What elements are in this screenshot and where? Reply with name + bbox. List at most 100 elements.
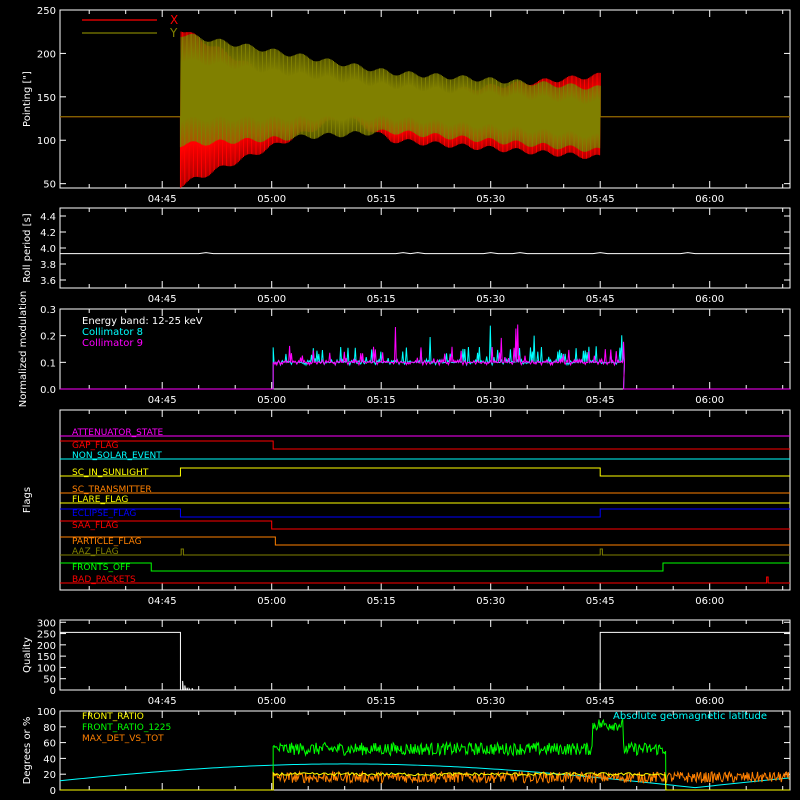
- time-tick-label: 04:45: [148, 294, 177, 305]
- flag-label: FRONTS_OFF: [72, 563, 130, 573]
- plot-frame-6: [59, 710, 791, 791]
- flag-label: SC_IN_SUNLIGHT: [72, 468, 149, 478]
- y-tick-label: 80: [43, 723, 56, 734]
- time-tick-label: 04:45: [148, 395, 177, 406]
- time-tick-label: 05:30: [476, 596, 505, 607]
- series-line-collimator-8: [60, 325, 790, 390]
- y-tick-label: 300: [37, 618, 56, 629]
- y-tick-label: 40: [43, 754, 56, 765]
- flag-label: FLARE_FLAG: [72, 495, 128, 505]
- y-tick-label: 200: [37, 641, 56, 652]
- y-tick-label: 250: [37, 630, 56, 641]
- time-tick-label: 05:00: [257, 294, 286, 305]
- y-tick-label: 0.2: [40, 332, 56, 343]
- flag-line-sc_in_sunlight: [60, 467, 790, 477]
- y-tick-label: 150: [37, 652, 56, 663]
- annotation-energy-band: Energy band: 12-25 keV: [82, 316, 203, 327]
- plot-frame-1: [59, 9, 791, 189]
- legend-label: Y: [169, 26, 178, 40]
- time-tick-label: 05:15: [367, 596, 396, 607]
- series-line-max-det-vs-tot: [60, 770, 790, 791]
- time-tick-label: 05:45: [586, 194, 615, 205]
- time-tick-label: 05:15: [367, 194, 396, 205]
- y-tick-label: 250: [37, 6, 56, 17]
- y-tick-label: 3.6: [40, 276, 56, 287]
- time-tick-label: 06:00: [695, 194, 724, 205]
- time-tick-label: 05:30: [476, 696, 505, 707]
- time-tick-label: 05:00: [257, 596, 286, 607]
- time-tick-label: 05:15: [367, 395, 396, 406]
- flag-label: SAA_FLAG: [72, 521, 118, 531]
- y-tick-label: 4.0: [40, 244, 56, 255]
- flag-line-aaz_flag: [60, 548, 790, 556]
- y-axis-label: Roll period [s]: [22, 213, 33, 282]
- time-tick-label: 04:45: [148, 596, 177, 607]
- time-tick-label: 05:00: [257, 395, 286, 406]
- flag-line-particle_flag: [60, 536, 790, 546]
- time-tick-label: 06:00: [695, 696, 724, 707]
- series-line-front-ratio-1225: [60, 718, 790, 791]
- time-tick-label: 05:30: [476, 395, 505, 406]
- time-tick-label: 05:00: [257, 194, 286, 205]
- flag-line-fronts_off: [60, 562, 790, 572]
- y-tick-label: 4.2: [40, 228, 56, 239]
- plot-frame-2: [59, 207, 791, 289]
- y-tick-label: 3.8: [40, 260, 56, 271]
- y-tick-label: 0: [50, 686, 56, 697]
- y-tick-label: 0.3: [40, 305, 56, 316]
- time-tick-label: 05:45: [586, 696, 615, 707]
- time-tick-label: 05:15: [367, 294, 396, 305]
- legend-label: FRONT_RATIO_1225: [82, 723, 171, 733]
- plot-frame-3: [59, 308, 791, 390]
- legend-label: Absolute geomagnetic latitude: [613, 711, 767, 722]
- y-tick-label: 20: [43, 770, 56, 781]
- legend-label: X: [170, 13, 178, 27]
- flag-label: ATTENUATOR_STATE: [72, 428, 164, 438]
- flag-label: GAP_FLAG: [72, 441, 118, 451]
- flag-label: NON_SOLAR_EVENT: [72, 451, 162, 461]
- y-axis-label: Degrees or %: [22, 717, 33, 785]
- time-tick-label: 05:30: [476, 194, 505, 205]
- plot-frame-4: [59, 409, 791, 591]
- flag-label: SC_TRANSMITTER: [72, 485, 152, 495]
- flag-label: PARTICLE_FLAG: [72, 537, 142, 547]
- flag-line-eclipse_flag: [60, 508, 790, 518]
- y-tick-label: 0.0: [40, 385, 56, 396]
- y-axis-label: Flags: [22, 487, 33, 513]
- y-tick-label: 50: [43, 180, 56, 191]
- y-tick-label: 200: [37, 49, 56, 60]
- series-line-y: [60, 33, 790, 152]
- time-tick-label: 05:45: [586, 294, 615, 305]
- time-tick-label: 04:45: [148, 696, 177, 707]
- legend-label: Collimator 9: [82, 338, 143, 349]
- y-tick-label: 0: [50, 786, 56, 797]
- time-tick-label: 05:15: [367, 696, 396, 707]
- flag-label: AAZ_FLAG: [72, 547, 119, 557]
- legend-label: Collimator 8: [82, 327, 143, 338]
- legend-label: MAX_DET_VS_TOT: [82, 734, 164, 744]
- y-tick-label: 60: [43, 739, 56, 750]
- y-tick-label: 100: [37, 663, 56, 674]
- flag-label: ECLIPSE_FLAG: [72, 509, 136, 519]
- y-axis-label: Pointing ["]: [22, 71, 33, 127]
- y-tick-label: 0.1: [40, 358, 56, 369]
- y-tick-label: 100: [37, 707, 56, 718]
- series-line-collimator-9: [60, 324, 790, 390]
- time-tick-label: 05:45: [586, 395, 615, 406]
- y-tick-label: 100: [37, 136, 56, 147]
- time-tick-label: 06:00: [695, 395, 724, 406]
- time-tick-label: 06:00: [695, 294, 724, 305]
- flag-line-saa_flag: [60, 520, 790, 530]
- flag-line-bad_packets: [60, 576, 790, 584]
- time-tick-label: 06:00: [695, 596, 724, 607]
- plot-frame-5: [59, 619, 791, 691]
- y-tick-label: 150: [37, 93, 56, 104]
- y-axis-label: Normalized modulation: [18, 291, 29, 408]
- time-tick-label: 05:00: [257, 696, 286, 707]
- time-tick-label: 04:45: [148, 194, 177, 205]
- time-tick-label: 05:45: [586, 596, 615, 607]
- flag-label: BAD_PACKETS: [72, 575, 136, 585]
- series-line-front-ratio: [60, 771, 790, 791]
- y-tick-label: 50: [43, 675, 56, 686]
